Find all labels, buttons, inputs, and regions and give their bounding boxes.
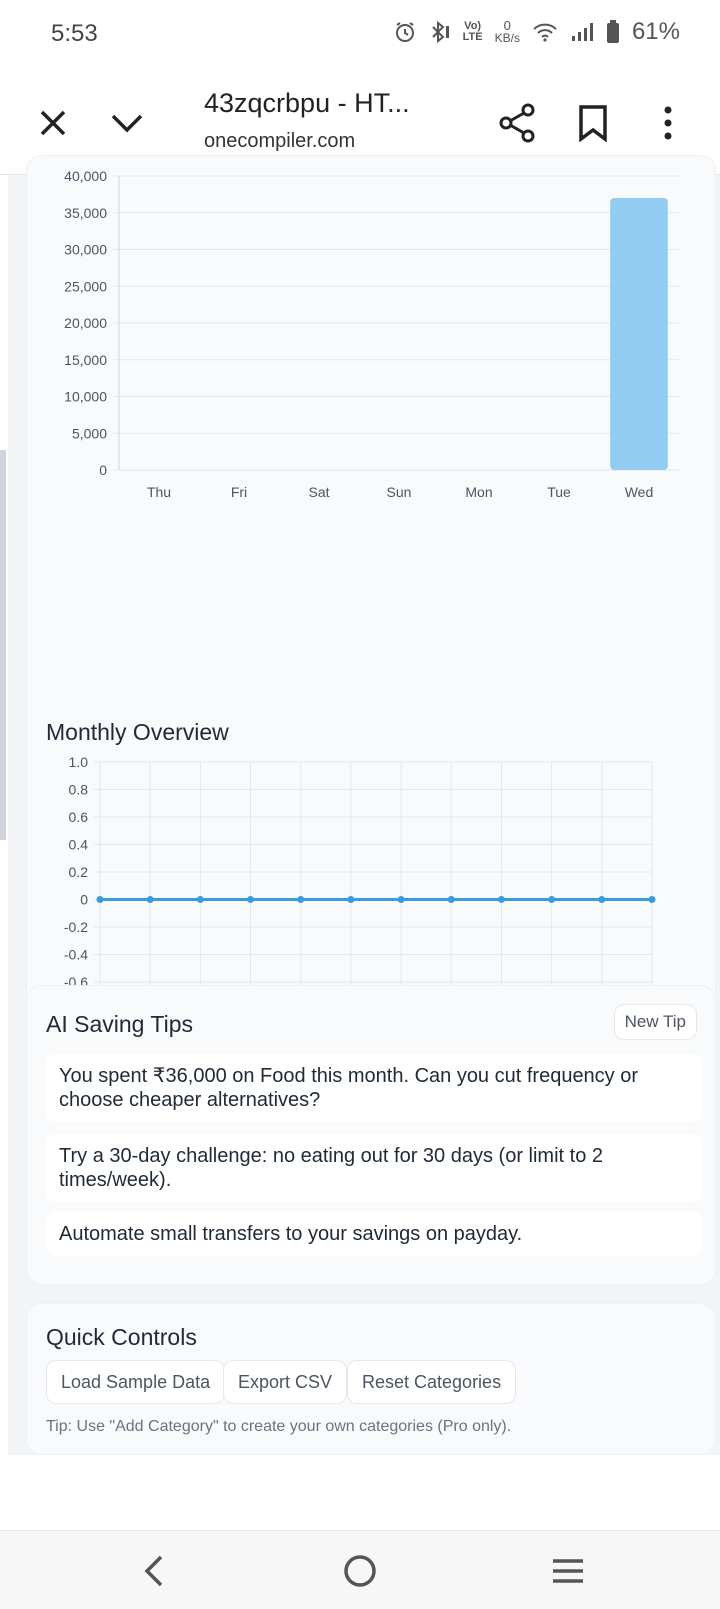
monthly-point	[397, 896, 405, 903]
monthly-point	[196, 896, 204, 903]
monthly-point	[247, 896, 255, 903]
lte-label: LTE	[462, 31, 483, 43]
editor-scrollbar[interactable]	[0, 450, 6, 840]
monthly-point	[648, 896, 656, 903]
weekly-y-tick: 30,000	[64, 242, 107, 258]
home-icon	[344, 1555, 376, 1587]
volte-indicator: Vo) LTE	[463, 21, 483, 43]
weekly-bar	[610, 198, 668, 471]
more-vertical-icon	[664, 106, 672, 140]
monthly-y-tick: 0.2	[69, 864, 89, 880]
weekly-x-tick: Sun	[387, 484, 412, 500]
weekly-x-tick: Sat	[308, 484, 329, 500]
monthly-point	[347, 896, 355, 903]
home-button[interactable]	[338, 1549, 382, 1593]
monthly-point	[548, 896, 556, 903]
weekly-x-tick: Wed	[625, 484, 654, 500]
tip-item: You spent ₹36,000 on Food this month. Ca…	[46, 1054, 702, 1122]
close-icon	[40, 110, 66, 136]
weekly-y-tick: 10,000	[64, 389, 107, 405]
quick-controls-card: Quick Controls Load Sample Data Export C…	[26, 1303, 716, 1455]
ai-saving-tips-card: AI Saving Tips New Tip You spent ₹36,000…	[26, 985, 716, 1285]
weekly-y-tick: 15,000	[64, 352, 107, 368]
monthly-y-tick: 0	[80, 892, 88, 908]
monthly-point	[497, 896, 505, 903]
alarm-icon	[393, 20, 417, 44]
quick-controls-tip: Tip: Use "Add Category" to create your o…	[46, 1418, 512, 1435]
quick-controls-title: Quick Controls	[46, 1324, 197, 1350]
monthly-point	[146, 896, 154, 903]
system-nav-bar	[0, 1530, 720, 1609]
monthly-point	[297, 896, 305, 903]
monthly-y-tick: -0.2	[64, 919, 88, 935]
monthly-y-tick: 0.6	[69, 809, 89, 825]
back-button[interactable]	[132, 1549, 176, 1593]
bluetooth-icon	[429, 20, 451, 44]
monthly-point	[598, 896, 606, 903]
weekly-y-tick: 35,000	[64, 205, 107, 221]
page-bottom-space	[0, 1455, 720, 1530]
weekly-y-tick: 40,000	[64, 168, 107, 184]
wifi-icon	[532, 21, 558, 43]
weekly-x-tick: Mon	[465, 484, 492, 500]
page-url[interactable]: onecompiler.com	[204, 130, 356, 152]
back-icon	[144, 1555, 163, 1587]
monthly-point	[96, 896, 104, 903]
recents-button[interactable]	[546, 1549, 590, 1593]
page-content: 40,000 35,000 30,000 25,000 20,000 15,000 10,0…	[8, 155, 720, 1455]
signal-icon	[570, 21, 594, 43]
reset-categories-button[interactable]: Reset Categories	[347, 1360, 517, 1404]
weekly-y-tick: 5,000	[72, 425, 107, 441]
status-icons: Vo) LTE 0 KB/s 61%	[393, 18, 680, 46]
monthly-y-tick: 0.4	[69, 837, 89, 853]
share-button[interactable]	[492, 98, 542, 148]
weekly-bar-chart: 40,000 35,000 30,000 25,000 20,000 15,000 10,0…	[64, 168, 679, 500]
more-options-button[interactable]	[643, 98, 693, 148]
weekly-x-tick: Tue	[547, 484, 571, 500]
data-rate-unit: KB/s	[494, 30, 520, 45]
tips-title: AI Saving Tips	[46, 1011, 194, 1037]
menu-icon	[553, 1559, 583, 1583]
new-tip-button[interactable]: New Tip	[613, 1004, 697, 1040]
close-tab-button[interactable]	[28, 98, 78, 148]
weekly-x-tick: Fri	[231, 484, 247, 500]
page-title: 43zqcrbpu - HT...	[204, 88, 410, 118]
minimize-button[interactable]	[102, 98, 152, 148]
bookmark-icon	[579, 105, 607, 142]
weekly-y-tick: 20,000	[64, 315, 107, 331]
monthly-y-tick: 0.8	[69, 782, 89, 798]
monthly-y-tick: -0.4	[64, 947, 88, 963]
tip-item: Try a 30-day challenge: no eating out fo…	[46, 1134, 702, 1202]
data-rate: 0 KB/s	[494, 17, 520, 45]
load-sample-data-button[interactable]: Load Sample Data	[46, 1360, 226, 1404]
status-time: 5:53	[51, 20, 98, 47]
monthly-y-tick: 1.0	[69, 756, 89, 770]
battery-icon	[606, 20, 620, 44]
battery-percent: 61%	[631, 18, 680, 45]
volte-label: Vo)	[464, 20, 482, 32]
export-csv-button[interactable]: Export CSV	[223, 1360, 348, 1404]
bookmark-button[interactable]	[568, 98, 618, 148]
weekly-y-tick: 0	[99, 462, 107, 478]
status-bar: 5:53 Vo) LTE 0 KB/s 61%	[0, 0, 720, 70]
monthly-title: Monthly Overview	[46, 719, 229, 745]
weekly-x-tick: Thu	[147, 484, 171, 500]
data-rate-value: 0	[503, 17, 511, 33]
share-icon	[499, 103, 535, 143]
weekly-y-tick: 25,000	[64, 278, 107, 294]
chevron-down-icon	[111, 114, 143, 133]
tip-item: Automate small transfers to your savings…	[46, 1212, 702, 1256]
monthly-point	[447, 896, 455, 903]
